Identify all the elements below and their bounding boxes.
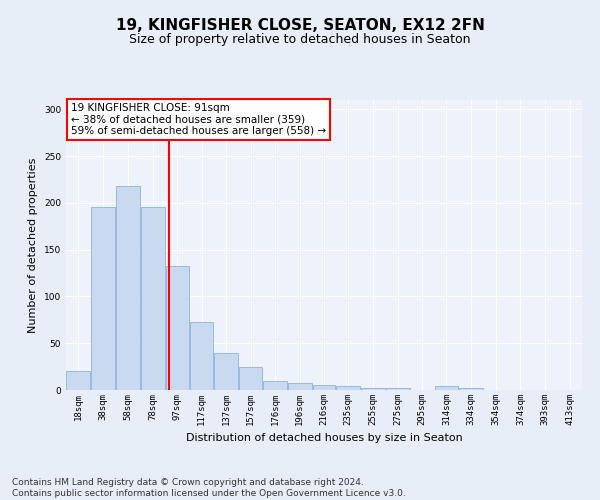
Bar [434, 386, 458, 390]
Bar [91, 206, 115, 390]
Bar [313, 386, 335, 390]
X-axis label: Distribution of detached houses by size in Seaton: Distribution of detached houses by size … [185, 434, 463, 444]
Bar [386, 388, 410, 390]
Bar [141, 206, 165, 390]
Bar [460, 388, 483, 390]
Bar [190, 322, 214, 390]
Bar [263, 380, 287, 390]
Bar [337, 386, 360, 390]
Bar [116, 186, 140, 390]
Text: 19, KINGFISHER CLOSE, SEATON, EX12 2FN: 19, KINGFISHER CLOSE, SEATON, EX12 2FN [116, 18, 484, 32]
Bar [166, 266, 188, 390]
Bar [239, 366, 262, 390]
Y-axis label: Number of detached properties: Number of detached properties [28, 158, 38, 332]
Text: Size of property relative to detached houses in Seaton: Size of property relative to detached ho… [129, 32, 471, 46]
Text: 19 KINGFISHER CLOSE: 91sqm
← 38% of detached houses are smaller (359)
59% of sem: 19 KINGFISHER CLOSE: 91sqm ← 38% of deta… [71, 103, 326, 136]
Bar [288, 382, 311, 390]
Text: Contains HM Land Registry data © Crown copyright and database right 2024.
Contai: Contains HM Land Registry data © Crown c… [12, 478, 406, 498]
Bar [214, 352, 238, 390]
Bar [67, 372, 91, 390]
Bar [361, 388, 385, 390]
